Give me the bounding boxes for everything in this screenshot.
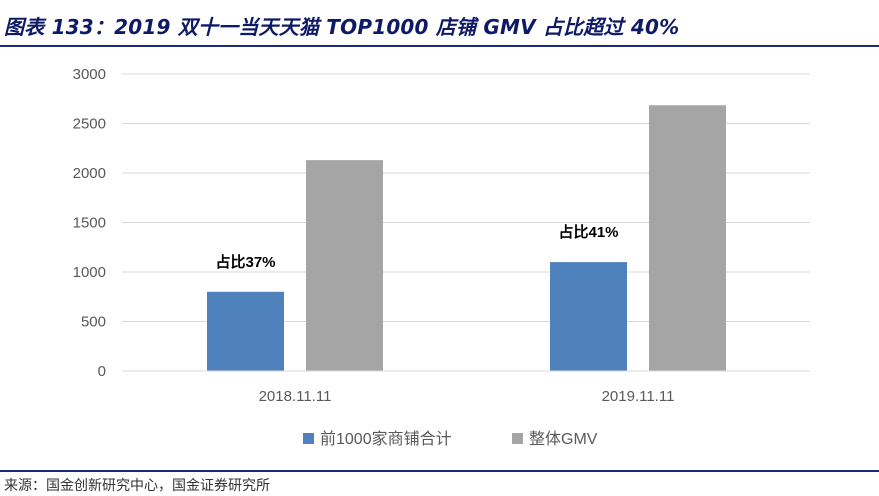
source-divider xyxy=(0,470,879,472)
bar-total-1 xyxy=(649,105,726,371)
chart-area: 0 500 1000 1500 2000 2500 3000 2018.11.11 2019.1… xyxy=(0,47,879,470)
title-bar: 图表 133：2019 双十一当天天猫 TOP1000 店铺 GMV 占比超过 … xyxy=(0,0,879,46)
y-tick-label: 0 xyxy=(98,363,106,380)
legend-label: 整体GMV xyxy=(529,430,598,448)
x-tick-label: 2018.11.11 xyxy=(259,388,332,405)
y-tick-label: 2500 xyxy=(73,116,106,133)
y-tick-label: 1500 xyxy=(73,215,106,232)
y-tick-label: 1000 xyxy=(73,264,106,281)
legend-label: 前1000家商铺合计 xyxy=(320,430,452,448)
figure-title: 图表 133：2019 双十一当天天猫 TOP1000 店铺 GMV 占比超过 … xyxy=(4,15,680,39)
x-tick-label: 2019.11.11 xyxy=(602,388,675,405)
y-tick-label: 500 xyxy=(81,314,106,331)
source-note: 来源：国金创新研究中心，国金证券研究所 xyxy=(4,478,270,494)
y-tick-label: 3000 xyxy=(73,66,106,83)
bar-top1000-0 xyxy=(207,291,284,371)
legend-swatch xyxy=(512,433,523,444)
gmv-bar-chart: 0 500 1000 1500 2000 2500 3000 2018.11.11 2019.1… xyxy=(73,66,810,448)
title-divider xyxy=(0,45,879,47)
bar-total-0 xyxy=(306,160,383,371)
legend-swatch xyxy=(303,433,314,444)
bar-top1000-1 xyxy=(550,262,627,371)
share-annotation: 占比37% xyxy=(215,253,275,271)
share-annotation: 占比41% xyxy=(558,223,618,241)
y-tick-label: 2000 xyxy=(73,165,106,182)
